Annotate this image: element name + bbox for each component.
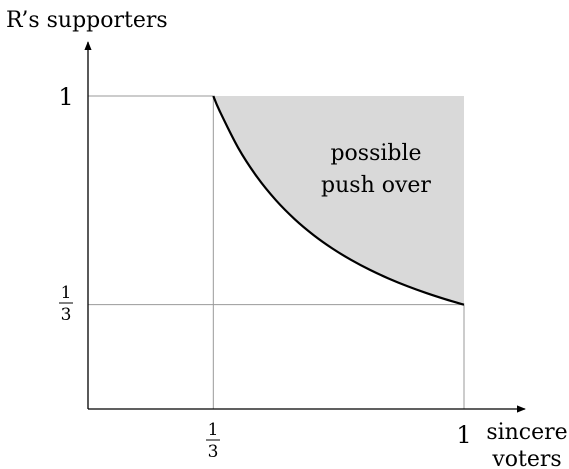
x-tick-label-1: 1 [456, 421, 471, 449]
possible-push-over-region [213, 96, 464, 305]
boundary-curve [212, 95, 465, 306]
y-tick-label-one-third: 1 3 [59, 283, 73, 325]
y-tick-denominator: 3 [61, 305, 72, 325]
y-tick-numerator: 1 [61, 283, 72, 303]
x-tick-denominator: 3 [208, 442, 219, 462]
y-axis-title: R’s supporters [6, 8, 168, 33]
region-label-line-1: possible [330, 141, 421, 166]
region-label-line-2: push over [321, 173, 431, 198]
x-tick-numerator: 1 [208, 420, 219, 440]
y-tick-label-1: 1 [58, 83, 73, 111]
x-axis-title-line-1: sincere [486, 420, 567, 445]
x-tick-label-one-third: 1 3 [206, 420, 220, 462]
x-axis-title-line-2: voters [491, 447, 561, 469]
